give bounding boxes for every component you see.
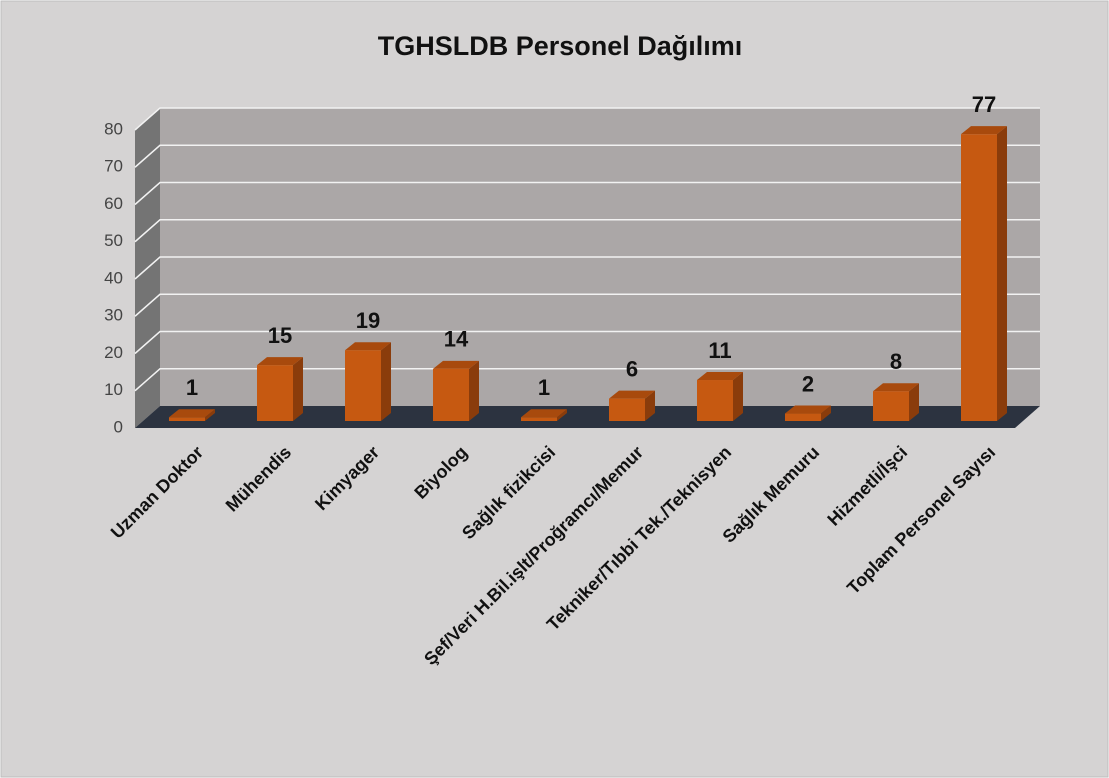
bar (609, 398, 645, 421)
grid-line (134, 181, 1040, 206)
grid-line (134, 107, 1040, 131)
y-tick-label: 40 (104, 268, 123, 287)
data-label: 19 (356, 308, 380, 333)
bar (697, 380, 733, 421)
chart-title: TGHSLDB Personel Dağılımı (378, 31, 743, 61)
bar-side (733, 372, 743, 421)
data-label: 1 (538, 375, 550, 400)
grid-line (134, 256, 1040, 280)
bar-side (645, 390, 655, 421)
bar-top (609, 390, 655, 399)
y-tick-label: 20 (104, 343, 123, 362)
data-label: 2 (802, 371, 814, 396)
y-tick-label: 80 (104, 119, 123, 138)
data-label: 11 (708, 338, 731, 363)
y-tick-label: 60 (104, 194, 123, 213)
data-label: 8 (890, 349, 902, 374)
grid-line (134, 293, 1040, 317)
y-tick-label: 70 (104, 157, 123, 176)
bar-side (293, 357, 303, 421)
bar-top (785, 405, 831, 414)
data-label: 6 (626, 356, 638, 381)
y-tick-label: 0 (114, 417, 123, 436)
bar-top (257, 357, 303, 366)
y-tick-label: 10 (104, 380, 123, 399)
y-tick-label: 30 (104, 306, 123, 325)
data-label: 1 (186, 375, 198, 400)
bar-top (345, 342, 391, 351)
bar-side (997, 126, 1007, 422)
y-tick-label: 50 (104, 231, 123, 250)
bar-side (821, 405, 831, 421)
bar (345, 350, 381, 421)
bar-side (381, 342, 391, 421)
bar-top (169, 409, 215, 418)
bar (961, 134, 997, 422)
bar (785, 413, 821, 421)
bar-top (961, 126, 1007, 135)
bar-top (521, 409, 567, 418)
bar-side (909, 383, 919, 421)
grid-line (134, 219, 1040, 243)
bar-top (873, 383, 919, 392)
bar (433, 368, 469, 421)
bar-side (557, 409, 567, 421)
bar (521, 417, 557, 421)
bar (873, 391, 909, 421)
bar (169, 417, 205, 421)
bar-side (205, 409, 215, 421)
bar-top (697, 372, 743, 381)
grid-line (134, 330, 1040, 355)
bar-side (469, 360, 479, 421)
grid-line (134, 368, 1040, 392)
bar (257, 365, 293, 421)
data-label: 14 (444, 327, 469, 352)
grid-line (134, 144, 1040, 168)
data-label: 15 (268, 323, 292, 348)
data-label: 77 (972, 92, 996, 117)
bar-top (433, 360, 479, 369)
